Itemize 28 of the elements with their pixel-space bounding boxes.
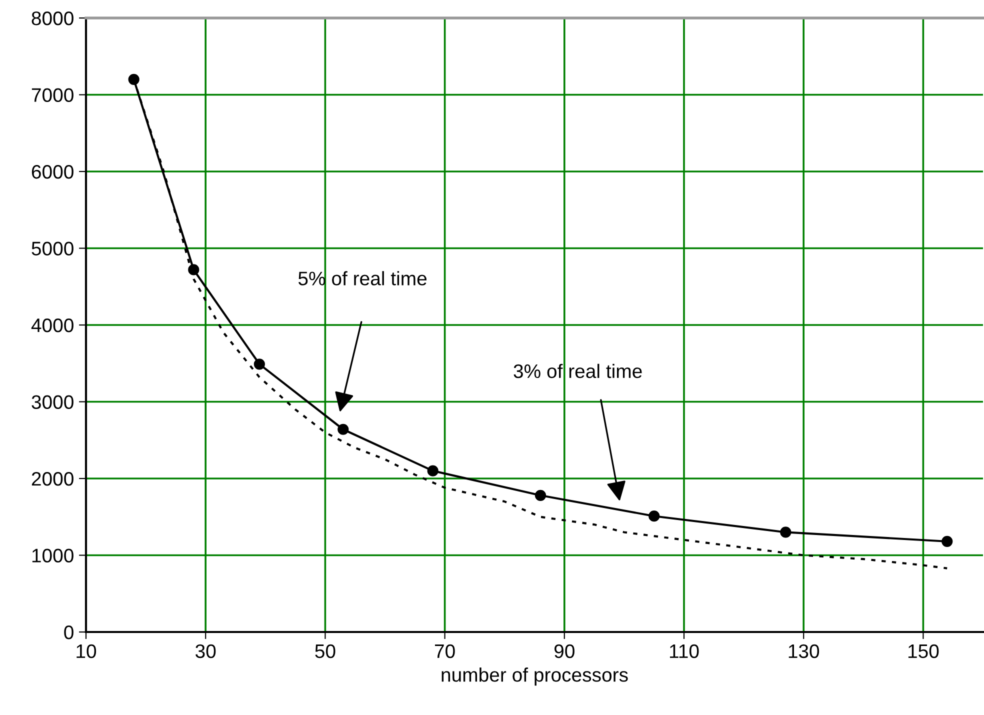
x-tick-label: 70 <box>434 644 455 658</box>
y-tick-label: 6000 <box>32 164 74 179</box>
x-tick-label: 110 <box>670 644 699 658</box>
y-tick-label: 3000 <box>32 395 74 409</box>
y-tick-label: 5000 <box>32 242 74 256</box>
y-tick-label: 8000 <box>32 11 74 26</box>
point <box>942 536 953 547</box>
x-tick-label: 90 <box>554 644 574 658</box>
point <box>254 358 265 370</box>
x-tick-label: 150 <box>908 644 939 658</box>
annotation: 3% of real time <box>514 364 642 378</box>
y-tick-label: 2000 <box>32 472 74 486</box>
x-tick-label: 50 <box>315 644 336 658</box>
x-tick-label: 130 <box>788 644 820 658</box>
x-axis-title: number of processors <box>442 667 628 686</box>
y-tick-label: 4000 <box>31 318 74 332</box>
point <box>128 74 140 85</box>
y-tick-label: 0 <box>64 625 74 640</box>
point <box>648 510 660 522</box>
x-tick-label: 30 <box>196 644 216 658</box>
y-tick-label: 7000 <box>32 88 74 102</box>
x-tick-label: 10 <box>76 644 96 658</box>
y-tick-label: 1000 <box>32 548 74 562</box>
point <box>780 526 792 538</box>
point <box>188 264 200 276</box>
point <box>338 424 349 435</box>
point <box>534 490 546 501</box>
point <box>427 465 438 476</box>
